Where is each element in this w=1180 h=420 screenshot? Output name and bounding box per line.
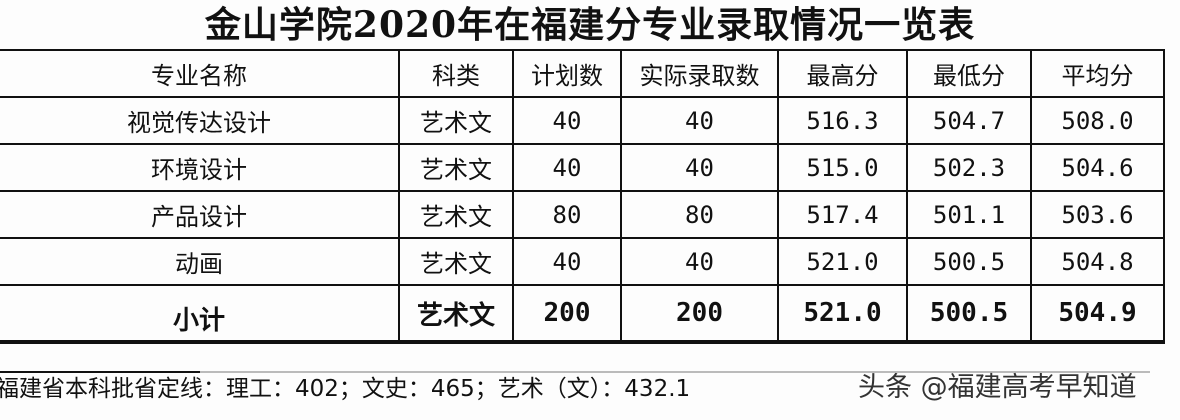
table-cell: 503.6 <box>1030 190 1165 239</box>
table-cell: 平均分 <box>1030 49 1165 98</box>
table-cell: 80 <box>512 190 622 239</box>
subtotal-row: 小计 艺术文 200 200 521.0 500.5 504.9 <box>0 284 1165 344</box>
table-cell: 艺术文 <box>398 143 514 192</box>
table-cell: 40 <box>512 237 622 286</box>
table-cell: 艺术文 <box>398 96 514 145</box>
table-cell: 521.0 <box>777 284 908 344</box>
table-cell: 实际录取数 <box>620 49 779 98</box>
table-cell: 产品设计 <box>0 190 400 239</box>
table-cell: 艺术文 <box>398 284 514 344</box>
table-cell: 508.0 <box>1030 96 1165 145</box>
footer-note: 福建省本科批省定线：理工：402；文史：465；艺术（文）：432.1 <box>0 376 691 402</box>
table-row: 视觉传达设计 艺术文 40 40 516.3 504.7 508.0 <box>0 96 1165 145</box>
table-cell: 计划数 <box>512 49 622 98</box>
table-cell: 500.5 <box>906 284 1032 344</box>
table-cell: 动画 <box>0 237 400 286</box>
table-cell: 最高分 <box>777 49 908 98</box>
table-cell: 专业名称 <box>0 49 400 98</box>
table-cell: 504.6 <box>1030 143 1165 192</box>
table-row: 产品设计 艺术文 80 80 517.4 501.1 503.6 <box>0 190 1165 239</box>
table-cell: 504.8 <box>1030 237 1165 286</box>
table-cell: 40 <box>620 237 779 286</box>
table-cell: 40 <box>512 96 622 145</box>
table-cell: 40 <box>512 143 622 192</box>
table-cell: 艺术文 <box>398 237 514 286</box>
table-cell: 200 <box>512 284 622 344</box>
table-cell: 小计 <box>0 284 400 344</box>
table-cell: 200 <box>620 284 779 344</box>
table-row: 动画 艺术文 40 40 521.0 500.5 504.8 <box>0 237 1165 286</box>
table-cell: 科类 <box>398 49 514 98</box>
divider <box>0 371 1150 373</box>
table-cell: 40 <box>620 143 779 192</box>
table-cell: 517.4 <box>777 190 908 239</box>
table-cell: 504.9 <box>1030 284 1165 344</box>
table-cell: 最低分 <box>906 49 1032 98</box>
table-header: 专业名称 科类 计划数 实际录取数 最高分 最低分 平均分 <box>0 49 1165 98</box>
table-cell: 80 <box>620 190 779 239</box>
table-cell: 515.0 <box>777 143 908 192</box>
table-cell: 521.0 <box>777 237 908 286</box>
table-cell: 视觉传达设计 <box>0 96 400 145</box>
admission-table: 专业名称 科类 计划数 实际录取数 最高分 最低分 平均分 视觉传达设计 艺术文 40 40 516.… <box>0 49 1165 344</box>
table-cell: 504.7 <box>906 96 1032 145</box>
table-cell: 502.3 <box>906 143 1032 192</box>
table-row: 环境设计 艺术文 40 40 515.0 502.3 504.6 <box>0 143 1165 192</box>
table-cell: 40 <box>620 96 779 145</box>
table-cell: 艺术文 <box>398 190 514 239</box>
table-cell: 环境设计 <box>0 143 400 192</box>
watermark: 头条 @福建高考早知道 <box>858 372 1137 403</box>
table-cell: 516.3 <box>777 96 908 145</box>
table-cell: 500.5 <box>906 237 1032 286</box>
table-cell: 501.1 <box>906 190 1032 239</box>
page-title: 金山学院2020年在福建分专业录取情况一览表 <box>204 4 976 46</box>
